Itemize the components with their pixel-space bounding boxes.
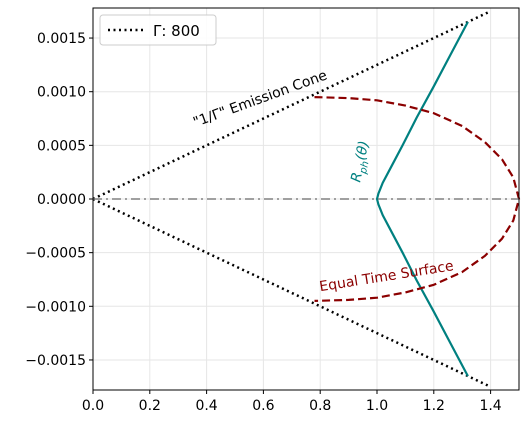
y-tick-label: 0.0005: [37, 138, 86, 154]
y-tick-label: −0.0015: [25, 353, 86, 369]
emission-cone-label: "1/Γ" Emission Cone: [191, 67, 329, 130]
x-axis: 0.0 0.2 0.4 0.6 0.8 1.0 1.2 1.4: [82, 390, 502, 414]
x-tick-label: 1.0: [366, 398, 388, 414]
legend-entry-label: Γ: 800: [153, 22, 200, 40]
y-axis: −0.0015 −0.0010 −0.0005 0.0000 0.0005 0.0010 0…: [25, 31, 93, 369]
x-tick-label: 0.0: [82, 398, 104, 414]
x-tick-label: 1.2: [423, 398, 445, 414]
x-tick-label: 0.2: [139, 398, 161, 414]
y-tick-label: −0.0005: [25, 246, 86, 262]
emission-cone-line: [92, 10, 492, 201]
series-layer: [92, 10, 521, 388]
legend-box: [99, 14, 217, 46]
x-tick-label: 0.4: [195, 398, 217, 414]
y-tick-label: 0.0000: [37, 192, 86, 208]
y-tick-label: −0.0010: [25, 299, 86, 315]
x-tick-label: 0.6: [252, 398, 274, 414]
y-tick-label: 0.0010: [37, 85, 86, 101]
x-tick-label: 1.4: [479, 398, 501, 414]
legend: Γ: 800: [99, 14, 217, 46]
x-tick-label: 0.8: [309, 398, 331, 414]
emission-cone-line: [92, 197, 492, 388]
photosphere-radius-label: Rph(θ): [348, 139, 375, 184]
y-tick-label: 0.0015: [37, 31, 86, 47]
photosphere-radius-curve: [375, 21, 469, 377]
